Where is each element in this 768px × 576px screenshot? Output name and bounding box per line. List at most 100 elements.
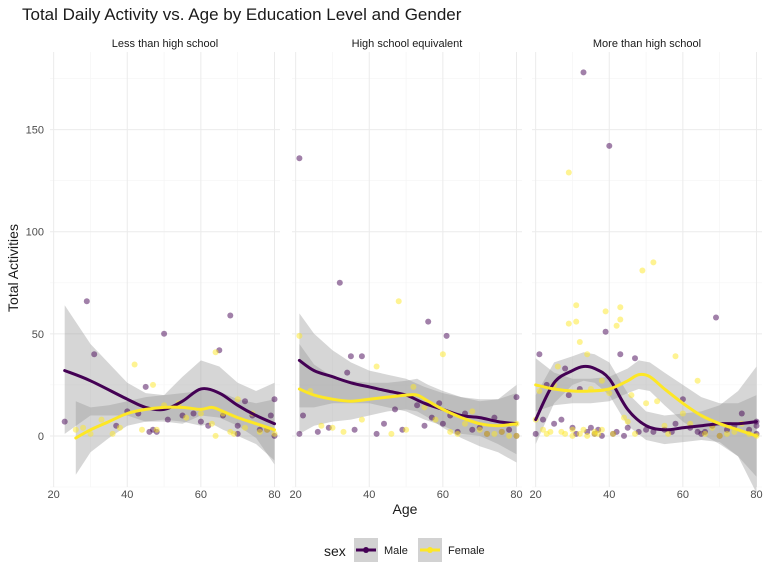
male-point — [606, 142, 613, 149]
x-tick-label: 40 — [603, 489, 615, 501]
female-point — [491, 430, 498, 437]
male-point — [421, 422, 428, 429]
female-confidence-band — [299, 344, 517, 463]
female-point — [439, 351, 446, 358]
female-point — [569, 432, 576, 439]
male-point — [738, 410, 745, 417]
male-point — [632, 355, 638, 362]
male-point — [443, 332, 450, 339]
male-point — [587, 424, 594, 431]
x-axis-title: Age — [393, 501, 418, 517]
female-smooth-line — [74, 405, 276, 440]
female-point — [565, 169, 572, 176]
female-point — [610, 430, 616, 437]
female-point — [395, 298, 402, 305]
male-point — [558, 416, 565, 423]
female-point — [569, 426, 576, 433]
male-point — [300, 412, 306, 419]
female-point — [318, 422, 325, 429]
male-point — [414, 402, 421, 409]
female-point — [513, 432, 520, 439]
facet-panel-3: More than high school 20 40 60 80 — [530, 38, 763, 501]
male-point — [513, 394, 520, 401]
male-point — [190, 410, 197, 417]
male-point — [621, 432, 627, 439]
female-point — [628, 392, 635, 399]
male-point — [314, 428, 321, 435]
female-point — [208, 420, 215, 427]
male-point — [296, 155, 303, 162]
male-confidence-band — [64, 305, 275, 465]
male-point — [347, 353, 354, 360]
male-point — [713, 314, 719, 321]
x-tick-label: 40 — [121, 489, 133, 501]
female-point — [654, 398, 661, 405]
female-point — [72, 426, 79, 433]
male-point — [562, 365, 569, 372]
x-tick-label: 60 — [437, 489, 449, 501]
female-point — [150, 381, 156, 388]
female-point — [702, 430, 708, 437]
female-point — [547, 428, 554, 435]
x-tick-label: 40 — [363, 489, 375, 501]
female-smooth-line — [297, 387, 518, 428]
female-point — [617, 304, 624, 311]
male-point — [551, 420, 558, 427]
female-point — [613, 322, 620, 329]
female-point — [388, 430, 395, 437]
female-point — [476, 426, 483, 433]
female-point — [554, 363, 561, 370]
female-point — [87, 430, 94, 437]
facet-label: High school equivalent — [352, 38, 463, 50]
facet-panel-1: Less than high school 20 40 60 80 — [48, 38, 281, 501]
legend-key-point — [427, 547, 433, 553]
female-point — [661, 422, 668, 429]
legend-key-point — [363, 547, 369, 553]
female-point — [234, 396, 241, 403]
female-point — [536, 388, 543, 394]
male-point — [425, 318, 432, 325]
y-tick-label: 0 — [38, 431, 44, 443]
female-point — [231, 430, 237, 437]
male-point — [271, 396, 278, 403]
female-point — [296, 332, 303, 339]
female-point — [256, 428, 263, 435]
male-point — [296, 430, 303, 437]
female-point — [639, 267, 646, 274]
y-tick-label: 150 — [26, 125, 44, 137]
male-point — [142, 383, 149, 390]
male-point — [746, 426, 753, 433]
female-point — [573, 318, 580, 325]
male-point — [672, 420, 679, 427]
male-point — [61, 418, 68, 425]
female-point — [724, 430, 730, 437]
x-tick-label: 60 — [195, 489, 207, 501]
female-point — [621, 414, 627, 421]
facet-label: Less than high school — [112, 38, 218, 50]
female-smooth-line — [534, 372, 758, 438]
male-point — [91, 351, 98, 358]
male-point — [602, 328, 609, 335]
female-point — [271, 430, 278, 437]
male-point — [336, 279, 343, 286]
legend: sex Male Female — [324, 538, 485, 562]
male-point — [506, 426, 513, 433]
male-point — [436, 400, 443, 407]
x-tick-label: 20 — [290, 489, 302, 501]
female-point — [562, 430, 569, 437]
female-point — [506, 432, 513, 439]
male-point — [532, 430, 539, 437]
female-point — [139, 426, 145, 433]
y-tick-label: 100 — [26, 227, 44, 239]
male-point — [540, 416, 546, 423]
female-point — [462, 420, 468, 427]
female-point — [373, 363, 380, 370]
legend-label: Male — [384, 545, 408, 557]
male-point — [753, 422, 760, 429]
male-point — [161, 330, 168, 337]
female-point — [80, 424, 87, 431]
male-point — [650, 428, 657, 435]
female-point — [484, 430, 490, 437]
